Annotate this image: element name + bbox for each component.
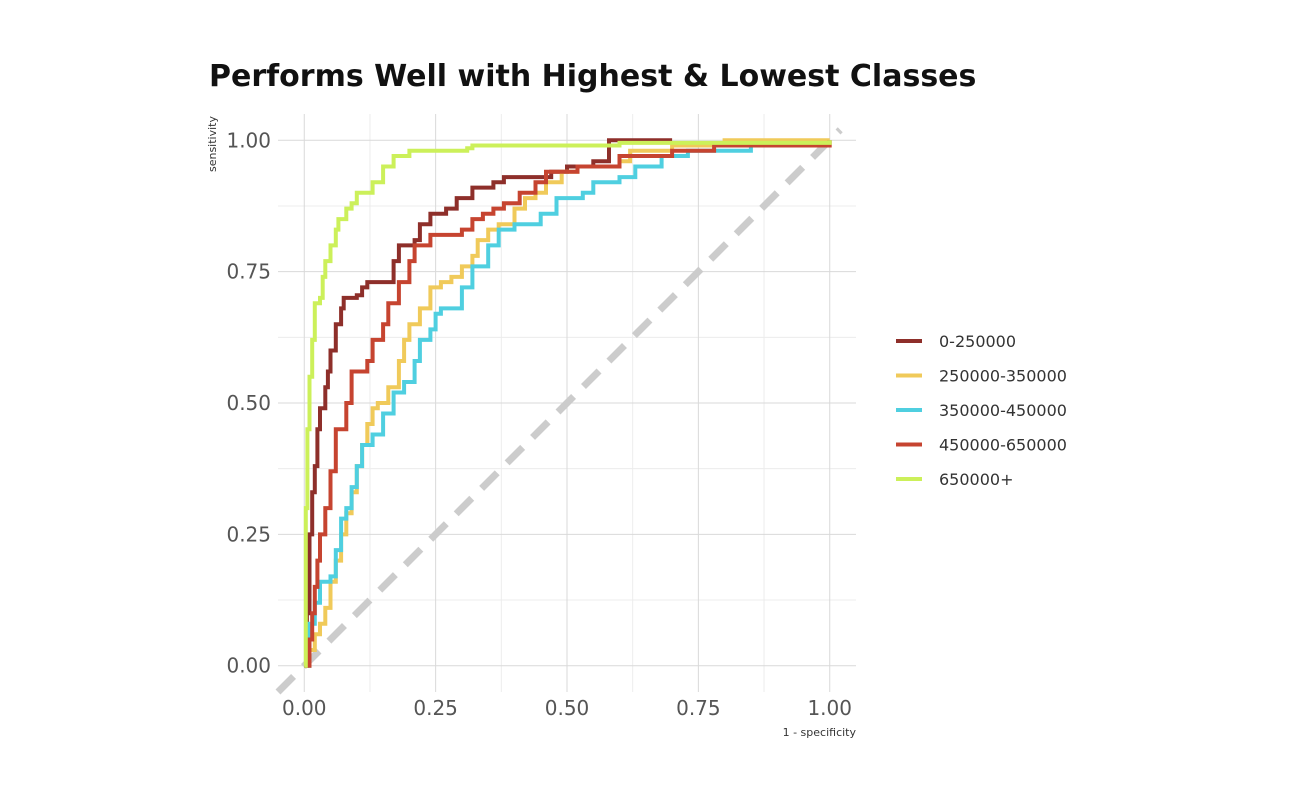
series-line-3 [304,140,832,668]
y-tick-label: 0.50 [226,391,271,415]
y-tick-label: 0.75 [226,260,271,284]
y-tick-labels: 0.00 0.25 0.50 0.75 1.00 [226,128,271,677]
legend-label-3: 450000-650000 [939,436,1067,455]
series-line-0 [304,138,673,668]
y-tick-label: 0.25 [226,522,271,546]
series-line-1 [304,138,830,668]
series-group [303,138,832,668]
x-tick-label: 0.00 [282,696,327,720]
grid-major [278,114,856,692]
chart-title: Performs Well with Highest & Lowest Clas… [209,59,976,94]
y-axis-label: sensitivity [206,116,219,173]
x-tick-label: 0.75 [676,696,721,720]
x-tick-label: 0.25 [413,696,458,720]
y-tick-label: 0.00 [226,654,271,678]
legend-label-1: 250000-350000 [939,367,1067,386]
reference-diagonal [275,127,843,695]
x-tick-label: 1.00 [807,696,852,720]
legend-label-0: 0-250000 [939,332,1016,351]
x-axis-label: 1 - specificity [783,726,857,739]
legend-label-2: 350000-450000 [939,401,1067,420]
x-tick-label: 0.50 [545,696,590,720]
series-line-4 [303,140,832,668]
legend: 0-250000 250000-350000 350000-450000 450000… [896,332,1067,489]
series-line-2 [304,143,809,668]
reference-diagonal-group [275,127,843,695]
y-tick-label: 1.00 [226,128,271,152]
legend-label-4: 650000+ [939,470,1013,489]
x-tick-labels: 0.00 0.25 0.50 0.75 1.00 [282,696,852,720]
